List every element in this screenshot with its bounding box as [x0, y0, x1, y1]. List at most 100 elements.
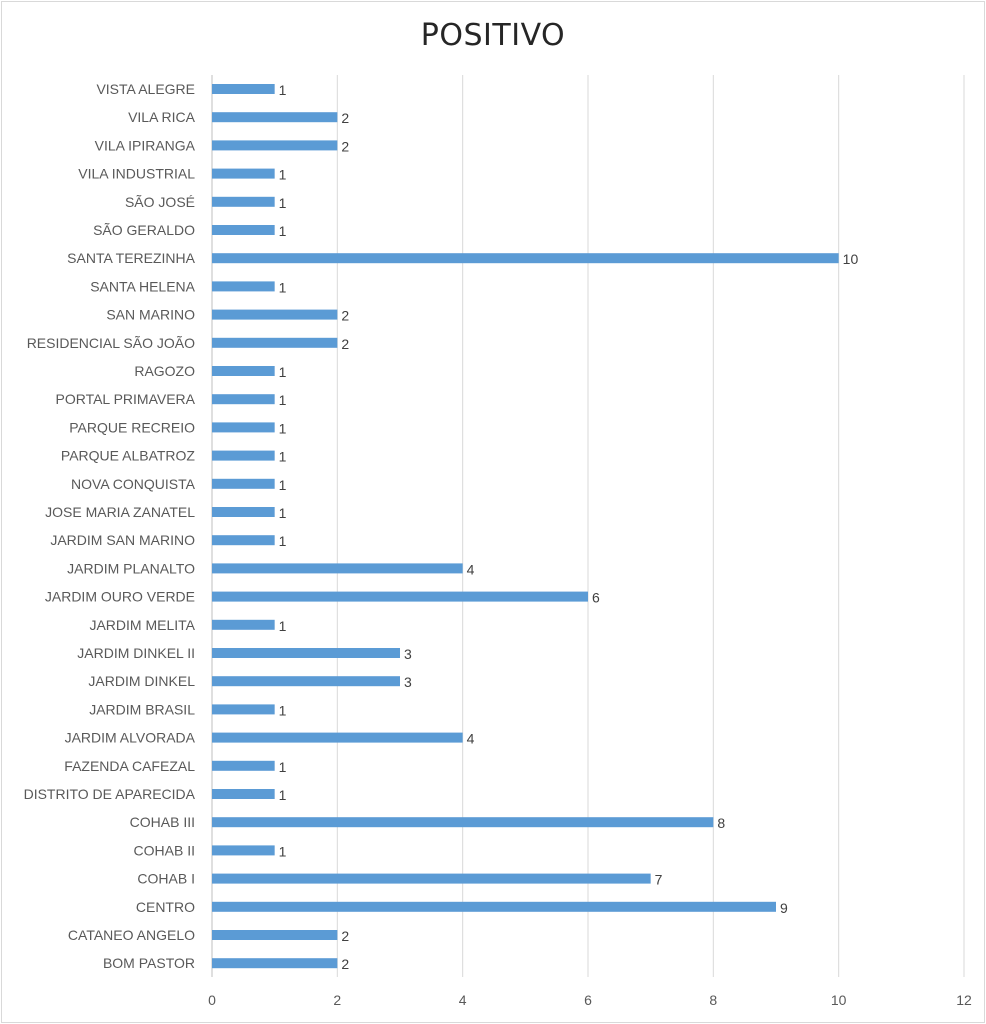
category-label: SÃO GERALDO [93, 222, 195, 238]
bar [212, 84, 275, 94]
bar [212, 366, 275, 376]
bar [212, 563, 463, 574]
data-label: 1 [279, 477, 287, 493]
category-label: NOVA CONQUISTA [71, 476, 196, 492]
x-tick-label: 6 [584, 992, 592, 1008]
bar [212, 507, 275, 517]
category-label: VILA IPIRANGA [95, 137, 196, 153]
x-tick-label: 4 [459, 992, 467, 1008]
bar [212, 535, 275, 546]
data-label: 4 [467, 561, 475, 577]
category-label: SANTA TEREZINHA [67, 250, 196, 266]
bar [212, 422, 275, 433]
bar [212, 450, 275, 461]
category-label: VILA INDUSTRIAL [78, 166, 195, 182]
category-label: DISTRITO DE APARECIDA [24, 786, 196, 802]
category-label: CATANEO ANGELO [68, 927, 195, 943]
bar [212, 112, 338, 123]
category-label: BOM PASTOR [103, 955, 195, 971]
data-label: 10 [843, 251, 859, 267]
bar [212, 394, 275, 405]
bar [212, 789, 275, 799]
data-label: 1 [279, 787, 287, 803]
bar [212, 676, 400, 687]
category-label: PARQUE ALBATROZ [61, 448, 196, 464]
data-label: 3 [404, 674, 412, 690]
category-label: PARQUE RECREIO [69, 419, 195, 435]
chart-title: POSITIVO [420, 18, 566, 53]
bar [212, 196, 275, 207]
bar [212, 619, 275, 630]
data-labels: 1 2 2 1 1 1 10 1 2 2 1 1 1 1 1 1 1 4 6 1 3 3 1 4 1 1 8 1 7 9 2 2 [279, 82, 859, 972]
category-label: JARDIM MELITA [89, 617, 195, 633]
data-label: 6 [592, 590, 600, 606]
bar [212, 281, 275, 292]
category-label: VILA RICA [128, 109, 196, 125]
data-label: 1 [279, 449, 287, 465]
data-label: 2 [341, 138, 349, 154]
data-label: 2 [341, 336, 349, 352]
bar [212, 901, 776, 912]
bar [212, 930, 338, 940]
data-label: 1 [279, 392, 287, 408]
category-label: SAN MARINO [106, 307, 195, 323]
category-label: CENTRO [136, 899, 195, 915]
category-label: JARDIM SAN MARINO [50, 532, 195, 548]
x-tick-label: 2 [333, 992, 341, 1008]
category-label: FAZENDA CAFEZAL [64, 758, 195, 774]
category-label: SANTA HELENA [90, 278, 195, 294]
bar [212, 760, 275, 771]
category-label: JARDIM DINKEL [88, 673, 195, 689]
category-label: JARDIM OURO VERDE [45, 589, 195, 605]
category-label: SÃO JOSÉ [125, 194, 195, 210]
data-label: 4 [467, 731, 475, 747]
gridlines [211, 75, 965, 977]
category-label: JARDIM ALVORADA [65, 730, 196, 746]
bars [212, 84, 839, 969]
data-label: 1 [279, 420, 287, 436]
x-tick-label: 8 [709, 992, 717, 1008]
category-label: VISTA ALEGRE [96, 81, 195, 97]
category-label: RAGOZO [134, 363, 195, 379]
data-label: 1 [279, 505, 287, 521]
data-label: 1 [279, 82, 287, 98]
x-axis-ticks: 0 2 4 6 8 10 12 [208, 992, 972, 1008]
data-label: 8 [717, 815, 725, 831]
bar [212, 140, 338, 151]
bar [212, 648, 400, 658]
category-label: JOSE MARIA ZANATEL [45, 504, 195, 520]
data-label: 2 [341, 928, 349, 944]
bar [212, 591, 588, 602]
data-label: 1 [279, 618, 287, 634]
category-label: JARDIM PLANALTO [67, 560, 195, 576]
bar [212, 309, 338, 320]
data-label: 1 [279, 195, 287, 211]
bar [212, 478, 275, 489]
data-label: 1 [279, 279, 287, 295]
data-label: 9 [780, 900, 788, 916]
data-label: 2 [341, 308, 349, 324]
category-label: COHAB III [130, 814, 195, 830]
bar [212, 253, 839, 264]
x-tick-label: 12 [956, 992, 972, 1008]
category-label: COHAB I [137, 871, 195, 887]
data-label: 2 [341, 110, 349, 126]
bar [212, 873, 651, 884]
category-label: COHAB II [134, 842, 195, 858]
x-tick-label: 0 [208, 992, 216, 1008]
bar [212, 732, 463, 743]
bar [212, 225, 275, 235]
category-label: PORTAL PRIMAVERA [55, 391, 195, 407]
data-label: 1 [279, 167, 287, 183]
data-label: 1 [279, 759, 287, 775]
data-label: 1 [279, 533, 287, 549]
bar [212, 845, 275, 856]
bar [212, 958, 338, 969]
x-tick-label: 10 [831, 992, 847, 1008]
data-label: 1 [279, 364, 287, 380]
data-label: 1 [279, 223, 287, 239]
data-label: 1 [279, 702, 287, 718]
category-label: JARDIM DINKEL II [77, 645, 195, 661]
